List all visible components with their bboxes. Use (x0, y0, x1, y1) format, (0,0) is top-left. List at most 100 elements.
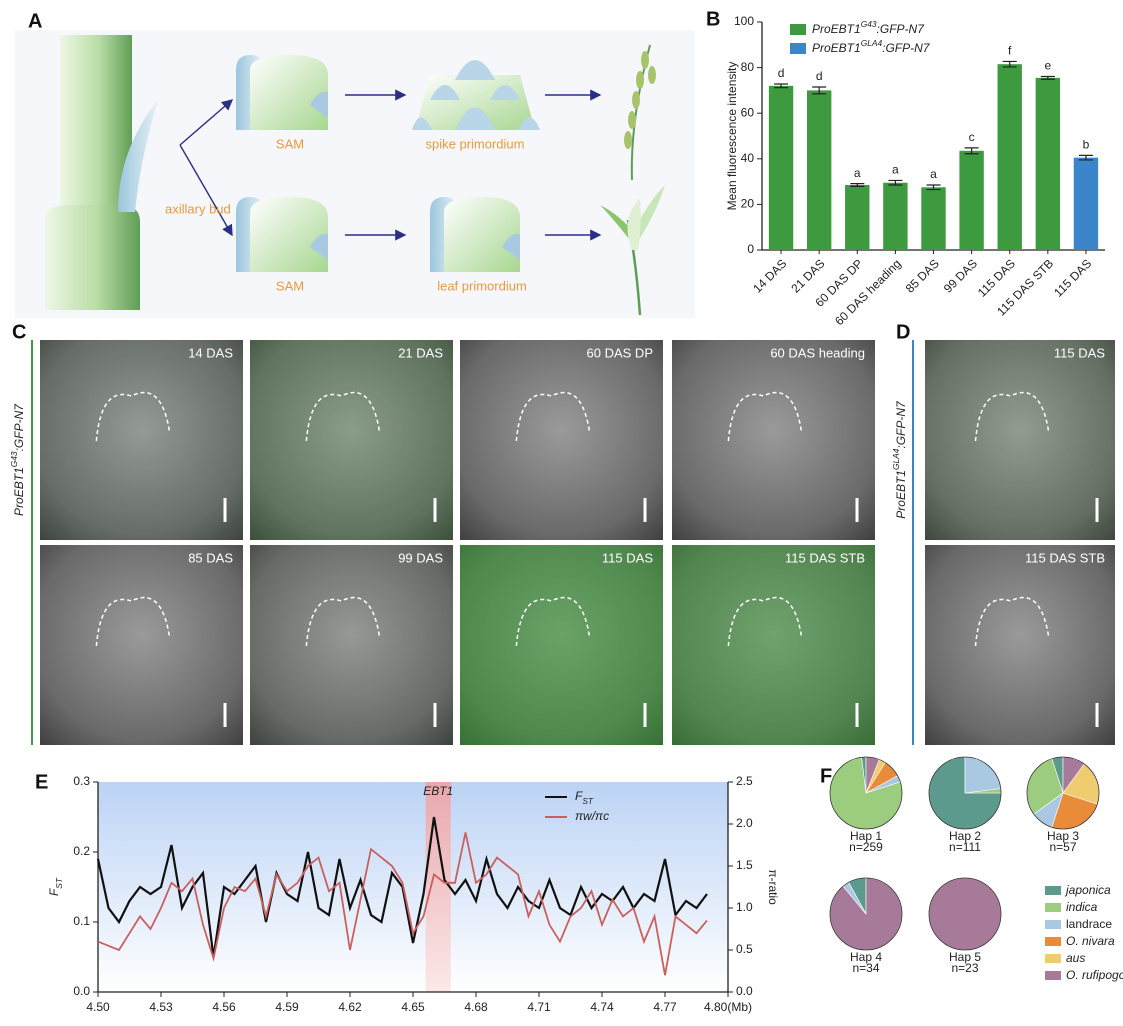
genotype-label-part: :GFP-N7 (894, 400, 908, 449)
significance-letter: f (1008, 44, 1012, 58)
legend-label: O. nivara (1066, 934, 1115, 948)
y-tick-label: 80 (741, 60, 755, 74)
y2-axis-title: π-ratio (766, 869, 780, 905)
x-tick-label: 14 DAS (750, 256, 789, 295)
y-tick-label: 0.0 (73, 984, 90, 998)
significance-letter: d (778, 66, 785, 80)
pie-count: n=23 (951, 961, 978, 975)
pie-count: n=259 (849, 840, 883, 854)
x-tick-label: 4.59 (275, 1000, 299, 1014)
micrograph (672, 340, 875, 540)
gfp-signal (250, 545, 453, 745)
x-tick-label: 4.71 (527, 1000, 551, 1014)
diagram-label: SAM (276, 136, 304, 151)
legend-label-part: ProEBT1 (812, 22, 861, 36)
y-tick-label: 0.1 (73, 914, 90, 928)
gfp-signal (250, 340, 453, 540)
pie-slice (965, 757, 1001, 793)
gfp-signal (672, 545, 875, 745)
image-label: 21 DAS (398, 345, 443, 360)
image-label: 85 DAS (188, 550, 233, 565)
legend-swatch (790, 43, 806, 54)
bar (807, 90, 831, 250)
legend-swatch (1045, 886, 1061, 895)
x-tick-label: 4.50 (86, 1000, 110, 1014)
panel-label: E (35, 771, 48, 793)
legend-label: ProEBT1GLA4:GFP-N7 (812, 38, 931, 55)
genotype-label-part: ProEBT1 (894, 470, 908, 519)
y2-tick-label: 0.5 (736, 942, 753, 956)
y2-tick-label: 2.5 (736, 774, 753, 788)
genotype-label-part: GLA4 (891, 448, 901, 470)
panel-label: F (820, 765, 832, 787)
micrograph (925, 545, 1115, 745)
highlight (426, 782, 451, 992)
y-axis-title: Mean fluorescence intensity (725, 62, 739, 211)
panel-label: B (706, 8, 720, 30)
gfp-signal (40, 340, 243, 540)
pie-count: n=57 (1049, 840, 1076, 854)
legend-label: japonica (1064, 883, 1111, 897)
image-label: 115 DAS (1054, 345, 1105, 360)
bar (769, 86, 793, 250)
y-axis-title-part: ST (54, 877, 64, 889)
x-tick-label: 4.68 (464, 1000, 488, 1014)
legend-label: aus (1066, 951, 1085, 965)
significance-letter: a (854, 166, 861, 180)
micrograph (460, 340, 663, 540)
x-tick-label: 4.65 (401, 1000, 425, 1014)
diagram-label: leaf primordium (437, 278, 527, 293)
highlight-label: EBT1 (423, 784, 453, 798)
diagram-label: spike primordium (426, 136, 525, 151)
figure: axillary bud SAM spike primordium SAM le… (0, 0, 1123, 1026)
legend-label-part: G43 (861, 19, 877, 29)
legend-label-part: ProEBT1 (812, 41, 861, 55)
legend-label-part: :GFP-N7 (882, 41, 931, 55)
legend-label: O. rufipogon (1066, 968, 1123, 982)
image-label: 60 DAS heading (770, 345, 865, 360)
significance-letter: d (816, 69, 823, 83)
bar (921, 187, 945, 250)
diagram-label: SAM (276, 278, 304, 293)
genotype-label-part: ProEBT1 (12, 467, 26, 516)
image-label: 115 DAS (602, 550, 653, 565)
legend-swatch (1045, 971, 1061, 980)
bar (959, 151, 983, 250)
significance-letter: c (969, 130, 975, 144)
legend-label: landrace (1066, 917, 1112, 931)
gfp-signal (460, 545, 663, 745)
legend-swatch (1045, 920, 1061, 929)
panel-label: A (28, 10, 42, 32)
x-tick-label: 115 DAS (1051, 256, 1094, 299)
error-bar (850, 184, 864, 187)
legend-label-part: πw/πc (575, 809, 609, 823)
panel-label: C (12, 321, 26, 343)
image-label: 14 DAS (188, 345, 233, 360)
genotype-label-part: G43 (9, 451, 19, 467)
pie-count: n=111 (949, 840, 981, 854)
legend-label: πw/πc (575, 809, 609, 823)
x-tick-label: 85 DAS (903, 256, 942, 295)
legend-label: ProEBT1G43:GFP-N7 (812, 19, 925, 36)
genotype-label: ProEBT1GLA4:GFP-N7 (891, 400, 908, 519)
y-tick-label: 40 (741, 151, 755, 165)
significance-letter: e (1044, 59, 1051, 73)
x-tick-label: 4.77 (653, 1000, 677, 1014)
gfp-signal (925, 340, 1115, 540)
image-label: 115 DAS STB (1025, 550, 1105, 565)
bar (998, 64, 1022, 250)
legend-swatch (1045, 937, 1061, 946)
x-tick-label: 4.62 (338, 1000, 362, 1014)
y2-tick-label: 1.5 (736, 858, 753, 872)
x-tick-label: 4.53 (149, 1000, 173, 1014)
legend-label-part: GLA4 (861, 38, 883, 48)
image-label: 99 DAS (398, 550, 443, 565)
panel-label: D (896, 321, 910, 343)
significance-letter: a (930, 167, 937, 181)
legend-swatch (790, 24, 806, 35)
x-tick-label: 60 DAS heading (832, 256, 904, 328)
legend-label-part: ST (582, 796, 594, 806)
y-tick-label: 0.2 (73, 844, 90, 858)
significance-letter: a (892, 163, 899, 177)
legend-swatch (1045, 903, 1061, 912)
